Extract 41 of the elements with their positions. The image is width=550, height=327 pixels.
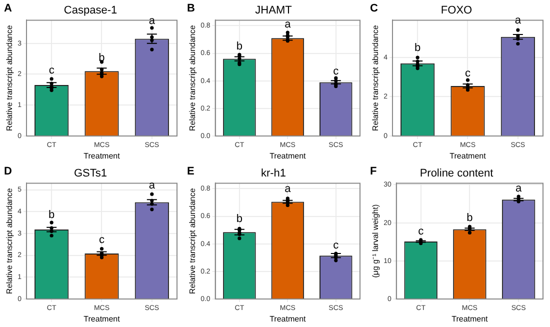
annotation: c	[464, 68, 471, 80]
x-axis-title: Treatment	[270, 314, 307, 324]
chart-title: FOXO	[440, 4, 473, 17]
x-axis-title: Treatment	[450, 151, 487, 160]
annotation: b	[48, 208, 55, 221]
text: E	[187, 166, 194, 178]
annotation: a	[516, 182, 522, 194]
x-axis-title: Treatment	[84, 314, 121, 324]
y-axis-title: (μg g⁻¹ larval weight)	[371, 204, 380, 278]
annotation: a	[284, 18, 292, 30]
x-axis-title: Treatment	[84, 151, 121, 160]
annotation: a	[148, 14, 156, 27]
y-axis-title: Relative transcript abundance	[5, 188, 14, 294]
text: D	[4, 166, 12, 178]
chart-title: Caspase-1	[64, 4, 118, 17]
annotation: c	[333, 239, 340, 252]
y-axis-title: Relative transcript abundance	[188, 188, 198, 294]
chart-title: kr-h1	[260, 168, 286, 180]
y-axis-title: Relative transcript abundance	[5, 24, 14, 132]
annotation: c	[418, 225, 424, 238]
annotation: c	[333, 65, 340, 78]
annotation: a	[284, 182, 292, 195]
chart-title: Proline content	[420, 168, 494, 180]
x-axis-title: Treatment	[270, 151, 307, 160]
annotation: b	[236, 213, 243, 226]
chart-title: JHAMT	[255, 4, 292, 17]
text: A	[4, 2, 12, 15]
annotation: c	[48, 64, 55, 76]
annotation: c	[98, 234, 105, 246]
x-axis-title: Treatment	[452, 314, 489, 324]
y-axis-title: Relative transcript abundance	[371, 24, 380, 132]
annotation: a	[148, 179, 156, 192]
annotation: b	[414, 42, 421, 54]
text: C	[370, 2, 378, 15]
chart-title: GSTs1	[74, 168, 108, 180]
text: B	[187, 2, 195, 15]
annotation: b	[236, 40, 243, 52]
annotation: b	[466, 212, 473, 224]
y-axis-title: Relative transcript abundance	[188, 24, 198, 132]
text: F	[370, 166, 377, 178]
annotation: a	[514, 14, 522, 27]
